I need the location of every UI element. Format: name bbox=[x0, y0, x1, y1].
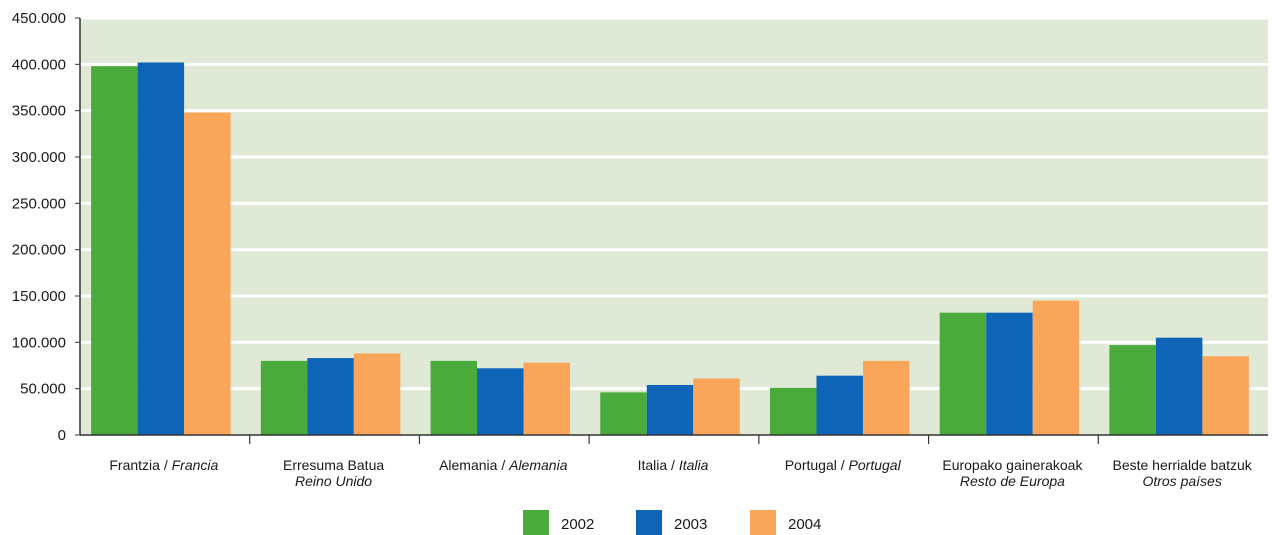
category-label-es: Otros países bbox=[1142, 473, 1221, 489]
y-tick-label: 350.000 bbox=[12, 103, 66, 120]
category-label-eu: Frantzia / bbox=[109, 457, 171, 473]
bars bbox=[91, 62, 1249, 436]
bar-2002 bbox=[1109, 345, 1156, 435]
y-tick-label: 300.000 bbox=[12, 149, 66, 166]
bar-2004 bbox=[353, 353, 401, 435]
category-label: Italia / Italia bbox=[638, 457, 709, 473]
bar-2004 bbox=[523, 362, 571, 435]
legend-label-2004: 2004 bbox=[788, 516, 821, 533]
bar-2003 bbox=[986, 312, 1033, 435]
y-axis-tick-labels: 0 50.000 100.000 150.000 200.000 250.000 300.0… bbox=[12, 10, 80, 444]
category-label-eu: Portugal / bbox=[785, 457, 849, 473]
category-label: Alemania / Alemania bbox=[439, 457, 568, 473]
category-label: Portugal / Portugal bbox=[785, 457, 902, 473]
bar-2003 bbox=[1155, 337, 1203, 435]
category-label-eu: Alemania / bbox=[439, 457, 509, 473]
bar-2002 bbox=[939, 312, 987, 435]
legend: 2002 2003 2004 bbox=[523, 510, 821, 535]
bar-2003 bbox=[816, 375, 863, 435]
bar-2004 bbox=[1032, 300, 1080, 435]
bar-2002 bbox=[91, 66, 138, 435]
y-tick-label: 250.000 bbox=[12, 195, 66, 212]
bar-2003 bbox=[477, 368, 524, 435]
y-tick-label: 200.000 bbox=[12, 242, 66, 259]
bar-2003 bbox=[307, 358, 354, 435]
y-tick-label: 50.000 bbox=[20, 381, 66, 398]
category-label-es: Resto de Europa bbox=[960, 473, 1065, 489]
bar-2002 bbox=[430, 360, 478, 435]
category-label-es: Reino Unido bbox=[295, 473, 372, 489]
category-label-es: Portugal bbox=[849, 457, 902, 473]
plot-background bbox=[80, 18, 1268, 435]
y-tick-label: 0 bbox=[58, 427, 66, 444]
bar-2002 bbox=[260, 360, 308, 435]
bar-2003 bbox=[137, 62, 185, 435]
bar-2002 bbox=[769, 387, 817, 435]
y-tick-label: 450.000 bbox=[12, 10, 66, 27]
legend-swatch-2002 bbox=[523, 510, 549, 535]
gridlines bbox=[80, 16, 1268, 391]
legend-label-2003: 2003 bbox=[674, 516, 707, 533]
bar-2003 bbox=[646, 384, 694, 435]
bar-2004 bbox=[1202, 356, 1249, 435]
x-axis-ticks bbox=[249, 435, 1099, 444]
bar-2004 bbox=[184, 112, 231, 436]
bar-2004 bbox=[693, 378, 740, 435]
legend-swatch-2004 bbox=[750, 510, 776, 535]
y-tick-label: 100.000 bbox=[12, 334, 66, 351]
legend-label-2002: 2002 bbox=[561, 516, 594, 533]
category-label-es: Italia bbox=[679, 457, 709, 473]
bar-2002 bbox=[600, 392, 647, 435]
category-label-eu: Europako gainerakoak bbox=[942, 457, 1083, 473]
category-label-es: Francia bbox=[172, 457, 219, 473]
category-label-eu: Italia / bbox=[638, 457, 679, 473]
category-label-eu: Erresuma Batua bbox=[283, 457, 384, 473]
y-tick-label: 150.000 bbox=[12, 288, 66, 305]
category-label-eu: Beste herrialde batzuk bbox=[1112, 457, 1252, 473]
y-tick-label: 400.000 bbox=[12, 56, 66, 73]
category-label: Frantzia / Francia bbox=[109, 457, 218, 473]
legend-swatch-2003 bbox=[636, 510, 662, 535]
category-label-es: Alemania bbox=[508, 457, 568, 473]
bar-2004 bbox=[862, 360, 910, 435]
